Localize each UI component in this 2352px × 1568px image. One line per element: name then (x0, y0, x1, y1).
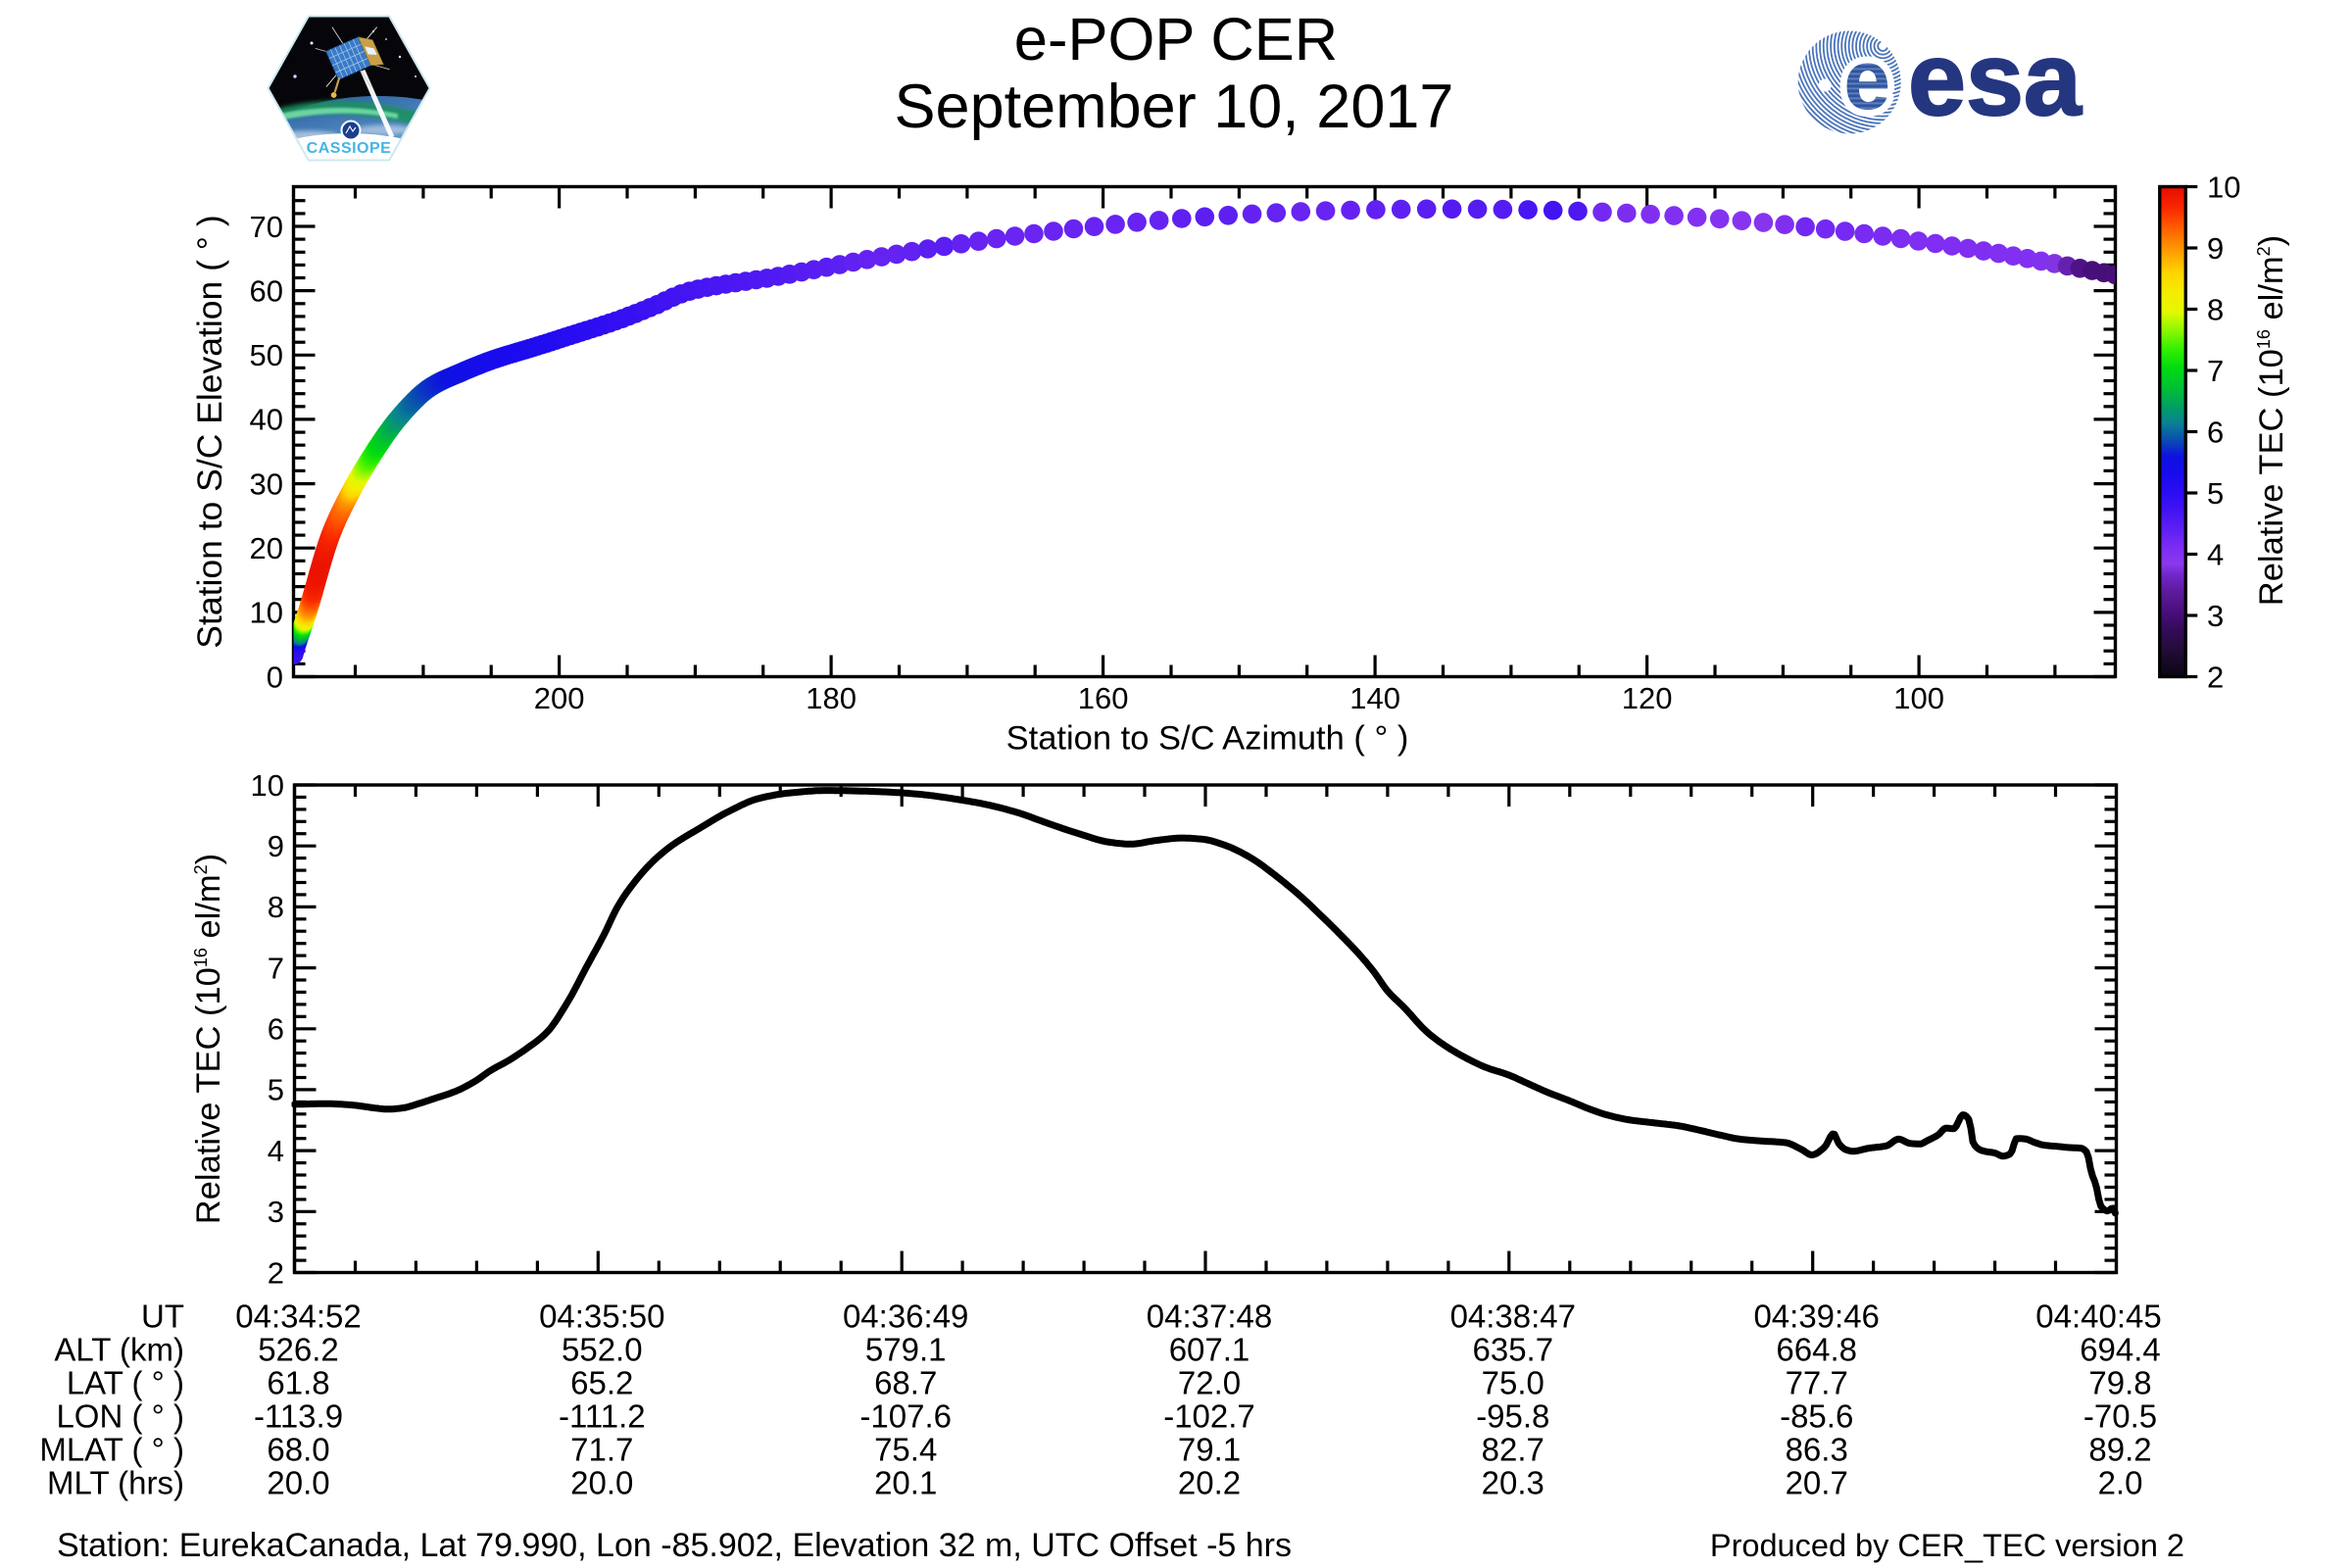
svg-text:100: 100 (1893, 681, 1944, 715)
svg-text:LON ( ° ): LON ( ° ) (56, 1398, 184, 1435)
svg-text:82.7: 82.7 (1482, 1432, 1544, 1468)
svg-text:September 10, 2017: September 10, 2017 (895, 73, 1454, 141)
svg-text:607.1: 607.1 (1169, 1332, 1250, 1368)
svg-text:MLAT ( ° ): MLAT ( ° ) (39, 1432, 184, 1468)
svg-text:e: e (1843, 33, 1890, 127)
svg-text:552.0: 552.0 (562, 1332, 643, 1368)
svg-text:8: 8 (2207, 292, 2224, 326)
svg-text:6: 6 (2207, 415, 2224, 449)
svg-text:20.1: 20.1 (874, 1465, 937, 1501)
svg-text:CASSIOPE: CASSIOPE (307, 140, 392, 157)
svg-text:ALT (km): ALT (km) (54, 1332, 184, 1368)
svg-text:664.8: 664.8 (1776, 1332, 1857, 1368)
svg-text:-111.2: -111.2 (559, 1398, 646, 1435)
svg-text:579.1: 579.1 (865, 1332, 947, 1368)
svg-text:-70.5: -70.5 (2083, 1398, 2157, 1435)
svg-text:MLT (hrs): MLT (hrs) (47, 1465, 184, 1501)
svg-text:2: 2 (2207, 660, 2224, 694)
svg-text:Relative TEC (1016 el/m2): Relative TEC (1016 el/m2) (2253, 235, 2290, 606)
svg-text:77.7: 77.7 (1786, 1365, 1848, 1401)
svg-text:04:39:46: 04:39:46 (1753, 1298, 1879, 1335)
svg-text:20.0: 20.0 (267, 1465, 329, 1501)
svg-text:4: 4 (2207, 537, 2224, 571)
svg-text:3: 3 (2207, 599, 2224, 633)
svg-text:LAT ( ° ): LAT ( ° ) (67, 1365, 184, 1401)
svg-text:10: 10 (2207, 170, 2240, 204)
svg-text:86.3: 86.3 (1786, 1432, 1848, 1468)
svg-text:20.7: 20.7 (1786, 1465, 1848, 1501)
svg-text:68.7: 68.7 (874, 1365, 937, 1401)
svg-text:79.1: 79.1 (1178, 1432, 1241, 1468)
svg-text:89.2: 89.2 (2088, 1432, 2151, 1468)
svg-text:Station to S/C Azimuth ( ° ): Station to S/C Azimuth ( ° ) (1006, 720, 1409, 758)
svg-text:04:35:50: 04:35:50 (539, 1298, 664, 1335)
svg-text:2.0: 2.0 (2098, 1465, 2143, 1501)
svg-text:04:37:48: 04:37:48 (1147, 1298, 1272, 1335)
svg-text:75.4: 75.4 (874, 1432, 937, 1468)
svg-text:8: 8 (268, 890, 284, 924)
svg-text:20: 20 (250, 531, 283, 565)
svg-text:3: 3 (268, 1195, 284, 1229)
svg-text:2: 2 (268, 1255, 284, 1290)
svg-text:7: 7 (268, 951, 284, 985)
svg-text:635.7: 635.7 (1473, 1332, 1554, 1368)
svg-text:Station to S/C Elevation ( ° ): Station to S/C Elevation ( ° ) (190, 215, 229, 648)
svg-text:30: 30 (250, 466, 283, 501)
svg-text:180: 180 (806, 681, 857, 715)
svg-text:7: 7 (2207, 354, 2224, 388)
svg-text:-113.9: -113.9 (254, 1398, 343, 1435)
svg-text:68.0: 68.0 (267, 1432, 329, 1468)
svg-text:-95.8: -95.8 (1476, 1398, 1549, 1435)
svg-text:9: 9 (268, 829, 284, 863)
svg-text:4: 4 (268, 1134, 284, 1168)
svg-text:5: 5 (2207, 476, 2224, 511)
svg-text:200: 200 (534, 681, 585, 715)
svg-text:20.2: 20.2 (1178, 1465, 1241, 1501)
svg-text:6: 6 (268, 1012, 284, 1047)
svg-text:70: 70 (250, 210, 283, 244)
svg-text:526.2: 526.2 (258, 1332, 339, 1368)
svg-text:10: 10 (251, 768, 284, 803)
svg-text:65.2: 65.2 (570, 1365, 633, 1401)
svg-text:75.0: 75.0 (1482, 1365, 1544, 1401)
svg-text:10: 10 (250, 596, 283, 630)
svg-text:0: 0 (267, 660, 283, 694)
svg-text:04:36:49: 04:36:49 (843, 1298, 968, 1335)
svg-text:e-POP CER: e-POP CER (1014, 6, 1338, 74)
svg-text:20.0: 20.0 (570, 1465, 633, 1501)
svg-text:Produced by CER_TEC version 2: Produced by CER_TEC version 2 (1710, 1528, 2184, 1563)
svg-text:Relative TEC (1016 el/m2): Relative TEC (1016 el/m2) (190, 854, 227, 1224)
svg-text:72.0: 72.0 (1178, 1365, 1241, 1401)
svg-text:160: 160 (1078, 681, 1129, 715)
svg-text:5: 5 (268, 1073, 284, 1107)
svg-text:Station: EurekaCanada, Lat 79.: Station: EurekaCanada, Lat 79.990, Lon -… (57, 1527, 1292, 1564)
svg-text:-107.6: -107.6 (859, 1398, 952, 1435)
svg-text:9: 9 (2207, 231, 2224, 266)
svg-text:120: 120 (1622, 681, 1673, 715)
svg-text:79.8: 79.8 (2088, 1365, 2151, 1401)
svg-text:e: e (1843, 33, 1890, 127)
svg-text:61.8: 61.8 (267, 1365, 329, 1401)
svg-text:04:34:52: 04:34:52 (235, 1298, 361, 1335)
svg-text:60: 60 (250, 273, 283, 308)
svg-text:esa: esa (1908, 22, 2082, 137)
svg-text:71.7: 71.7 (570, 1432, 633, 1468)
svg-text:UT: UT (141, 1298, 184, 1335)
svg-text:140: 140 (1349, 681, 1400, 715)
svg-text:04:40:45: 04:40:45 (2035, 1298, 2161, 1335)
svg-text:40: 40 (250, 403, 283, 437)
svg-text:694.4: 694.4 (2080, 1332, 2161, 1368)
svg-text:-102.7: -102.7 (1163, 1398, 1255, 1435)
svg-text:20.3: 20.3 (1482, 1465, 1544, 1501)
svg-text:-85.6: -85.6 (1780, 1398, 1853, 1435)
svg-text:04:38:47: 04:38:47 (1450, 1298, 1576, 1335)
svg-text:50: 50 (250, 338, 283, 372)
